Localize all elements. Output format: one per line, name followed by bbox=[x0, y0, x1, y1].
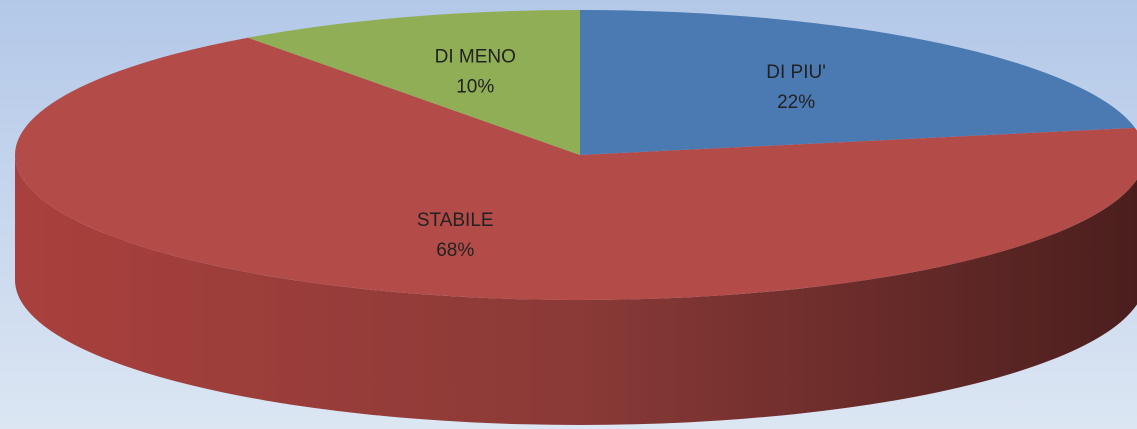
slice-value: 68% bbox=[436, 240, 474, 261]
slice-value: 22% bbox=[777, 92, 815, 113]
slice-side bbox=[15, 155, 1137, 425]
slice bbox=[247, 10, 580, 155]
slice bbox=[580, 10, 1135, 155]
slice-value: 10% bbox=[456, 76, 494, 97]
slice-label: STABILE bbox=[417, 210, 494, 231]
slice-label: DI MENO bbox=[435, 46, 516, 67]
slice bbox=[15, 37, 1137, 300]
slice-label: DI PIU' bbox=[766, 62, 826, 83]
